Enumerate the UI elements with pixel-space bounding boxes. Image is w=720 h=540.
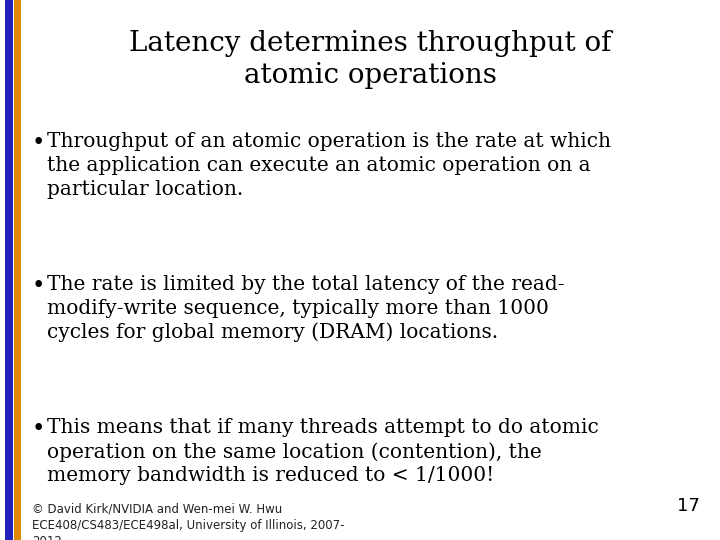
Text: The rate is limited by the total latency of the read-
modify-write sequence, typ: The rate is limited by the total latency… (47, 275, 564, 342)
Text: •: • (32, 132, 45, 154)
Text: •: • (32, 418, 45, 440)
Text: Throughput of an atomic operation is the rate at which
the application can execu: Throughput of an atomic operation is the… (47, 132, 611, 199)
Text: This means that if many threads attempt to do atomic
operation on the same locat: This means that if many threads attempt … (47, 418, 599, 485)
Text: © David Kirk/NVIDIA and Wen-mei W. Hwu
ECE408/CS483/ECE498al, University of Illi: © David Kirk/NVIDIA and Wen-mei W. Hwu E… (32, 502, 344, 540)
Text: •: • (32, 275, 45, 297)
Text: Latency determines throughput of
atomic operations: Latency determines throughput of atomic … (129, 30, 611, 89)
Text: 17: 17 (677, 497, 700, 515)
Bar (5, 0, 13, 540)
Bar (14, 0, 21, 540)
